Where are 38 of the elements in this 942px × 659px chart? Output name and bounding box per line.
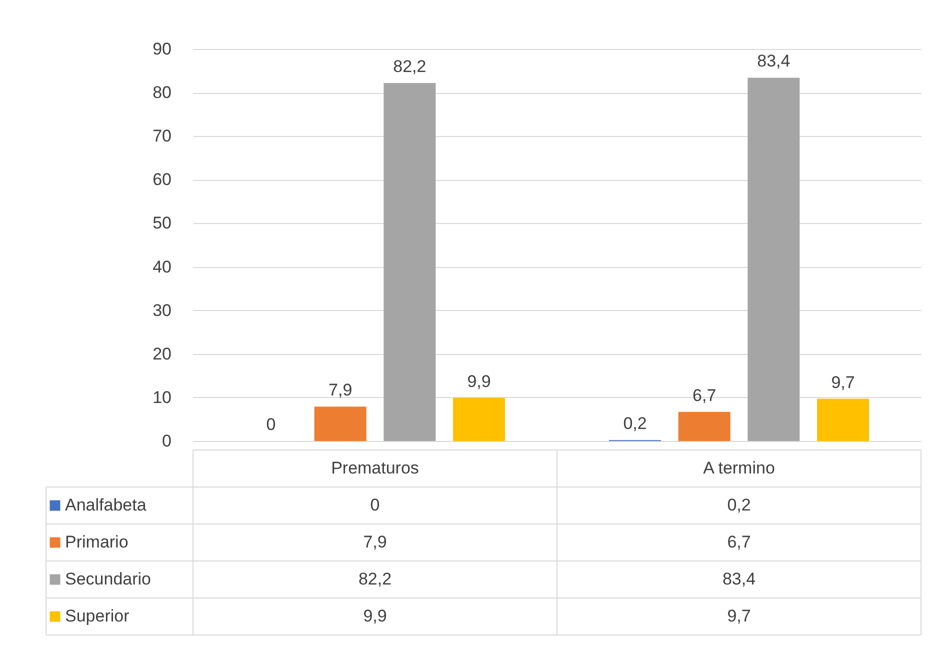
y-tick-label: 0 xyxy=(162,432,172,450)
data-label: 0,2 xyxy=(727,496,751,514)
text: 0,2 xyxy=(623,414,647,434)
x-tick-label: A termino xyxy=(703,458,775,478)
y-tick-label: 60 xyxy=(152,170,172,190)
data-label: 9,9 xyxy=(363,606,387,626)
text: 0 xyxy=(266,415,276,434)
data-label: 7,9 xyxy=(363,532,387,552)
legend-label: Analfabeta xyxy=(65,496,147,514)
x-tick-label: Prematuros xyxy=(331,458,419,478)
data-label: 82,2 xyxy=(358,570,392,588)
y-tick-label: 20 xyxy=(152,344,172,364)
text: 82,2 xyxy=(393,56,426,76)
bar xyxy=(748,78,800,441)
data-label: 83,4 xyxy=(722,570,756,588)
text: 9,9 xyxy=(467,372,491,391)
text: 6,7 xyxy=(692,386,716,405)
y-tick-label: 90 xyxy=(152,40,172,58)
text: 83,4 xyxy=(757,52,790,71)
data-label: 6,7 xyxy=(727,532,751,552)
legend-label: Primario xyxy=(65,532,128,552)
y-tick-label: 10 xyxy=(152,388,172,407)
y-tick-label: 30 xyxy=(152,300,172,320)
text: 7,9 xyxy=(328,380,352,400)
legend-label: Secundario xyxy=(65,570,152,588)
bar xyxy=(314,406,366,441)
bar xyxy=(678,412,730,441)
y-tick-label: 70 xyxy=(152,126,172,146)
text: 9,7 xyxy=(831,372,855,392)
y-tick-label: 50 xyxy=(152,214,172,233)
data-label: 0 xyxy=(370,496,380,514)
bar xyxy=(817,398,869,441)
legend-label: Superior xyxy=(65,606,130,626)
data-label: 9,7 xyxy=(727,606,751,626)
y-tick-label: 80 xyxy=(152,83,172,102)
y-tick-label: 40 xyxy=(152,257,172,276)
bar xyxy=(453,398,505,441)
bar xyxy=(384,82,436,441)
